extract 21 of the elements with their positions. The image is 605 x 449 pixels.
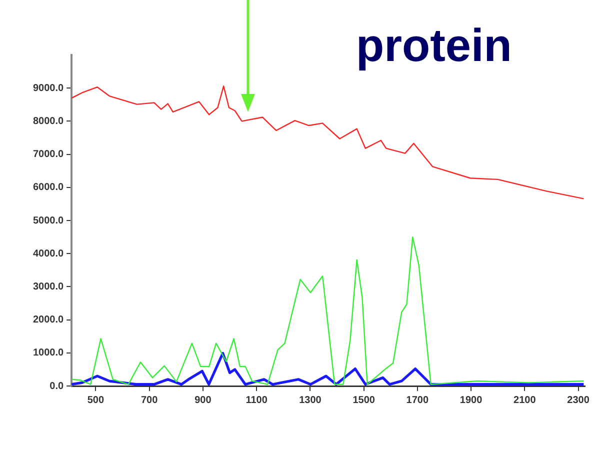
x-tick-label: 2100 <box>514 394 536 406</box>
y-tick-label: 4000.0 <box>32 248 64 260</box>
x-tick-label: 1700 <box>406 394 429 406</box>
y-tick-label: 9000.0 <box>32 82 64 94</box>
x-tick-label: 900 <box>194 394 212 406</box>
x-tick-label: 1500 <box>352 394 376 406</box>
x-tick-label: 1900 <box>460 394 483 406</box>
x-tick-label: 1300 <box>299 394 322 406</box>
chart-title: protein <box>356 19 512 71</box>
y-tick-label: 6000.0 <box>32 182 64 194</box>
y-tick-label: 3000.0 <box>32 281 64 292</box>
y-tick-label: 0.0 <box>50 380 64 392</box>
y-tick-label: 2000.0 <box>32 314 64 326</box>
y-tick-label: 1000.0 <box>32 348 64 359</box>
x-tick-label: 2300 <box>567 394 590 406</box>
y-tick-label: 8000.0 <box>32 116 64 127</box>
y-tick-label: 7000.0 <box>32 149 64 160</box>
x-tick-label: 1100 <box>246 394 268 406</box>
x-tick-label: 700 <box>140 394 158 406</box>
y-tick-label: 5000.0 <box>32 215 64 226</box>
x-tick-label: 500 <box>87 394 104 406</box>
